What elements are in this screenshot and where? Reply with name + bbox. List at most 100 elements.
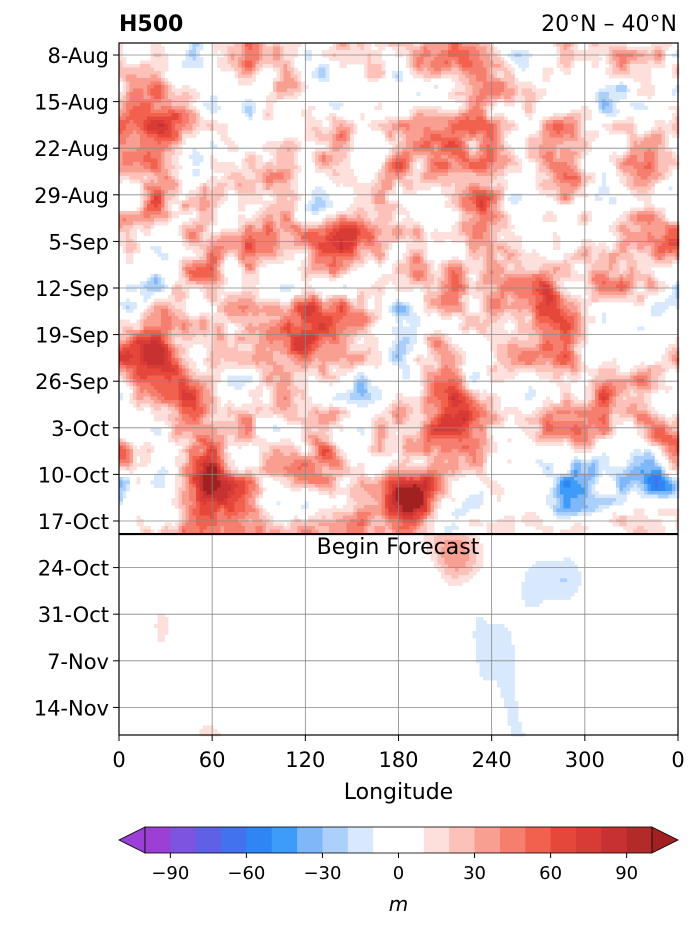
heatmap-cell	[273, 155, 277, 159]
heatmap-cell	[297, 85, 302, 89]
heatmap-cell	[262, 43, 267, 47]
heatmap-cell	[556, 137, 561, 142]
heatmap-cell	[196, 92, 200, 96]
heatmap-cell	[630, 50, 634, 54]
heatmap-cell	[259, 67, 263, 72]
heatmap-cell	[528, 116, 533, 121]
heatmap-cell	[185, 64, 190, 68]
heatmap-cell	[269, 46, 274, 51]
heatmap-cell	[378, 207, 382, 212]
heatmap-cell	[556, 169, 561, 173]
heatmap-cell	[570, 186, 575, 191]
heatmap-cell	[150, 193, 155, 198]
heatmap-cell	[290, 165, 295, 170]
heatmap-cell	[626, 64, 631, 68]
heatmap-cell	[525, 99, 529, 103]
heatmap-cell	[448, 151, 452, 156]
heatmap-cell	[560, 183, 564, 187]
heatmap-cell	[427, 74, 431, 79]
heatmap-cell	[168, 190, 172, 194]
heatmap-cell	[427, 144, 431, 149]
heatmap-cell	[423, 123, 428, 128]
heatmap-cell	[609, 50, 613, 54]
heatmap-cell	[329, 120, 333, 124]
heatmap-cell	[119, 144, 123, 149]
heatmap-cell	[476, 130, 480, 135]
heatmap-cell	[451, 113, 456, 117]
heatmap-cell	[273, 190, 277, 194]
heatmap-cell	[514, 127, 519, 131]
heatmap-cell	[332, 53, 337, 58]
heatmap-cell	[465, 113, 470, 117]
heatmap-cell	[584, 50, 589, 54]
heatmap-cell	[129, 130, 134, 135]
heatmap-cell	[584, 57, 589, 61]
heatmap-cell	[476, 200, 480, 205]
heatmap-cell	[567, 151, 571, 156]
heatmap-cell	[626, 67, 631, 72]
heatmap-cell	[252, 60, 256, 65]
heatmap-cell	[332, 127, 337, 131]
heatmap-cell	[623, 120, 627, 124]
heatmap-cell	[217, 200, 221, 205]
heatmap-cell	[343, 144, 347, 149]
heatmap-cell	[658, 214, 662, 219]
heatmap-cell	[154, 53, 158, 58]
heatmap-cell	[658, 123, 662, 128]
heatmap-cell	[129, 141, 134, 145]
heatmap-cell	[434, 123, 438, 128]
heatmap-cell	[451, 165, 456, 170]
heatmap-cell	[651, 64, 655, 68]
heatmap-cell	[119, 179, 123, 184]
heatmap-cell	[672, 165, 676, 170]
heatmap-cell	[122, 141, 127, 145]
heatmap-cell	[402, 162, 407, 166]
heatmap-cell	[185, 127, 190, 131]
heatmap-cell	[154, 120, 158, 124]
heatmap-cell	[283, 218, 288, 222]
heatmap-cell	[175, 109, 179, 114]
heatmap-cell	[234, 183, 239, 187]
heatmap-cell	[280, 169, 284, 173]
heatmap-cell	[196, 43, 200, 47]
heatmap-cell	[441, 46, 445, 51]
heatmap-cell	[469, 102, 473, 107]
heatmap-cell	[273, 148, 277, 152]
heatmap-cell	[385, 183, 389, 187]
heatmap-cell	[612, 57, 617, 61]
heatmap-cell	[591, 50, 596, 54]
heatmap-cell	[399, 78, 403, 82]
heatmap-cell	[178, 102, 183, 107]
heatmap-cell	[448, 120, 452, 124]
heatmap-cell	[441, 109, 445, 114]
heatmap-cell	[150, 186, 155, 191]
heatmap-cell	[486, 50, 491, 54]
heatmap-cell	[343, 127, 347, 131]
heatmap-cell	[252, 53, 256, 58]
heatmap-cell	[462, 106, 466, 110]
heatmap-cell	[479, 113, 484, 117]
heatmap-cell	[448, 116, 452, 121]
heatmap-cell	[182, 109, 186, 114]
heatmap-cell	[507, 169, 512, 173]
heatmap-cell	[563, 137, 568, 142]
heatmap-cell	[556, 190, 561, 194]
heatmap-cell	[651, 158, 655, 163]
heatmap-cell	[280, 190, 284, 194]
heatmap-cell	[553, 155, 557, 159]
heatmap-cell	[395, 165, 400, 170]
heatmap-cell	[444, 179, 449, 184]
heatmap-cell	[525, 81, 529, 86]
heatmap-cell	[427, 137, 431, 142]
heatmap-cell	[385, 186, 389, 191]
heatmap-cell	[140, 172, 144, 177]
heatmap-cell	[619, 95, 624, 100]
heatmap-cell	[224, 193, 228, 198]
heatmap-cell	[406, 179, 410, 184]
heatmap-cell	[276, 92, 281, 96]
heatmap-cell	[245, 71, 249, 75]
heatmap-cell	[381, 120, 386, 124]
heatmap-cell	[290, 141, 295, 145]
heatmap-cell	[245, 113, 249, 117]
heatmap-cell	[203, 204, 207, 208]
